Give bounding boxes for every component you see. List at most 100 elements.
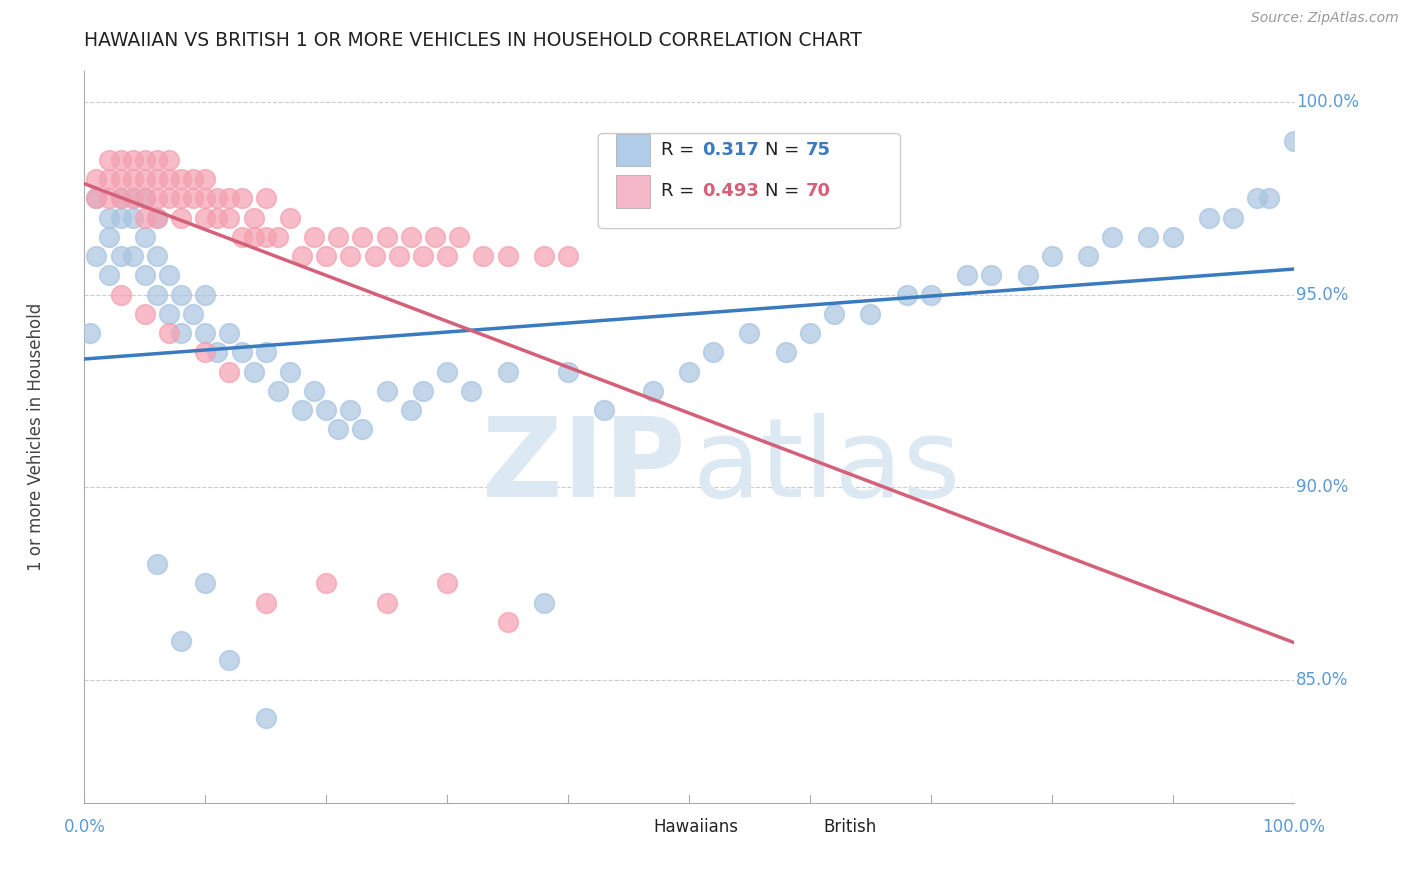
Point [170,287,193,301]
Point [254,191,277,205]
Point [399,230,422,244]
Point [146,287,169,301]
Point [194,172,217,186]
Point [533,596,555,610]
Point [412,384,434,398]
Point [86,191,108,205]
Text: Source: ZipAtlas.com: Source: ZipAtlas.com [1251,11,1399,25]
Point [375,384,398,398]
Point [97,191,120,205]
Point [121,172,143,186]
Point [278,365,301,379]
Point [146,211,169,225]
Text: 100.0%: 100.0% [1263,818,1324,836]
Point [170,634,193,648]
Point [146,153,169,167]
Point [231,230,253,244]
Point [1017,268,1039,283]
Point [194,287,217,301]
Point [254,345,277,359]
Point [339,249,361,263]
Point [1246,191,1268,205]
Point [254,230,277,244]
Point [97,230,120,244]
Point [134,268,156,283]
Point [328,230,350,244]
Point [170,326,193,340]
Point [110,191,132,205]
Point [449,230,471,244]
Point [1161,230,1184,244]
Text: 85.0%: 85.0% [1296,671,1348,689]
Point [557,365,579,379]
Point [702,345,724,359]
Point [134,191,156,205]
FancyBboxPatch shape [599,134,901,228]
Point [181,191,204,205]
Point [956,268,979,283]
Point [207,211,229,225]
Point [352,422,374,436]
Point [146,191,169,205]
Bar [616,175,650,208]
Point [170,172,193,186]
Point [254,596,277,610]
Point [1198,211,1220,225]
Point [1077,249,1099,263]
Point [254,711,277,725]
Point [980,268,1002,283]
Point [134,172,156,186]
Point [181,172,204,186]
Point [436,249,458,263]
Point [231,191,253,205]
Point [97,153,120,167]
Text: atlas: atlas [693,413,962,520]
Point [110,172,132,186]
Point [157,307,180,321]
Text: 75: 75 [806,141,831,159]
Point [170,211,193,225]
Text: ZIP: ZIP [482,413,685,520]
Point [738,326,761,340]
Point [218,365,240,379]
Point [97,268,120,283]
Point [302,230,325,244]
Point [823,307,845,321]
Point [146,211,169,225]
Point [110,249,132,263]
Point [194,345,217,359]
Point [533,249,555,263]
Point [412,249,434,263]
Point [315,576,337,591]
Point [170,191,193,205]
Text: 0.317: 0.317 [702,141,759,159]
Point [1258,191,1281,205]
Point [157,268,180,283]
Point [121,191,143,205]
Point [134,211,156,225]
Text: 90.0%: 90.0% [1296,478,1348,496]
Point [496,365,519,379]
Point [1040,249,1063,263]
Text: Hawaiians: Hawaiians [654,818,740,836]
Point [207,345,229,359]
Text: 70: 70 [806,182,831,200]
Text: R =: R = [661,141,700,159]
Point [920,287,942,301]
Point [121,211,143,225]
Point [121,249,143,263]
Point [1282,134,1305,148]
Point [157,172,180,186]
Point [110,211,132,225]
Point [496,249,519,263]
Point [146,172,169,186]
Point [97,172,120,186]
Point [157,153,180,167]
Point [291,249,314,263]
Point [207,191,229,205]
Point [423,230,446,244]
Text: HAWAIIAN VS BRITISH 1 OR MORE VEHICLES IN HOUSEHOLD CORRELATION CHART: HAWAIIAN VS BRITISH 1 OR MORE VEHICLES I… [84,31,862,50]
Point [436,576,458,591]
Point [302,384,325,398]
Point [557,249,579,263]
